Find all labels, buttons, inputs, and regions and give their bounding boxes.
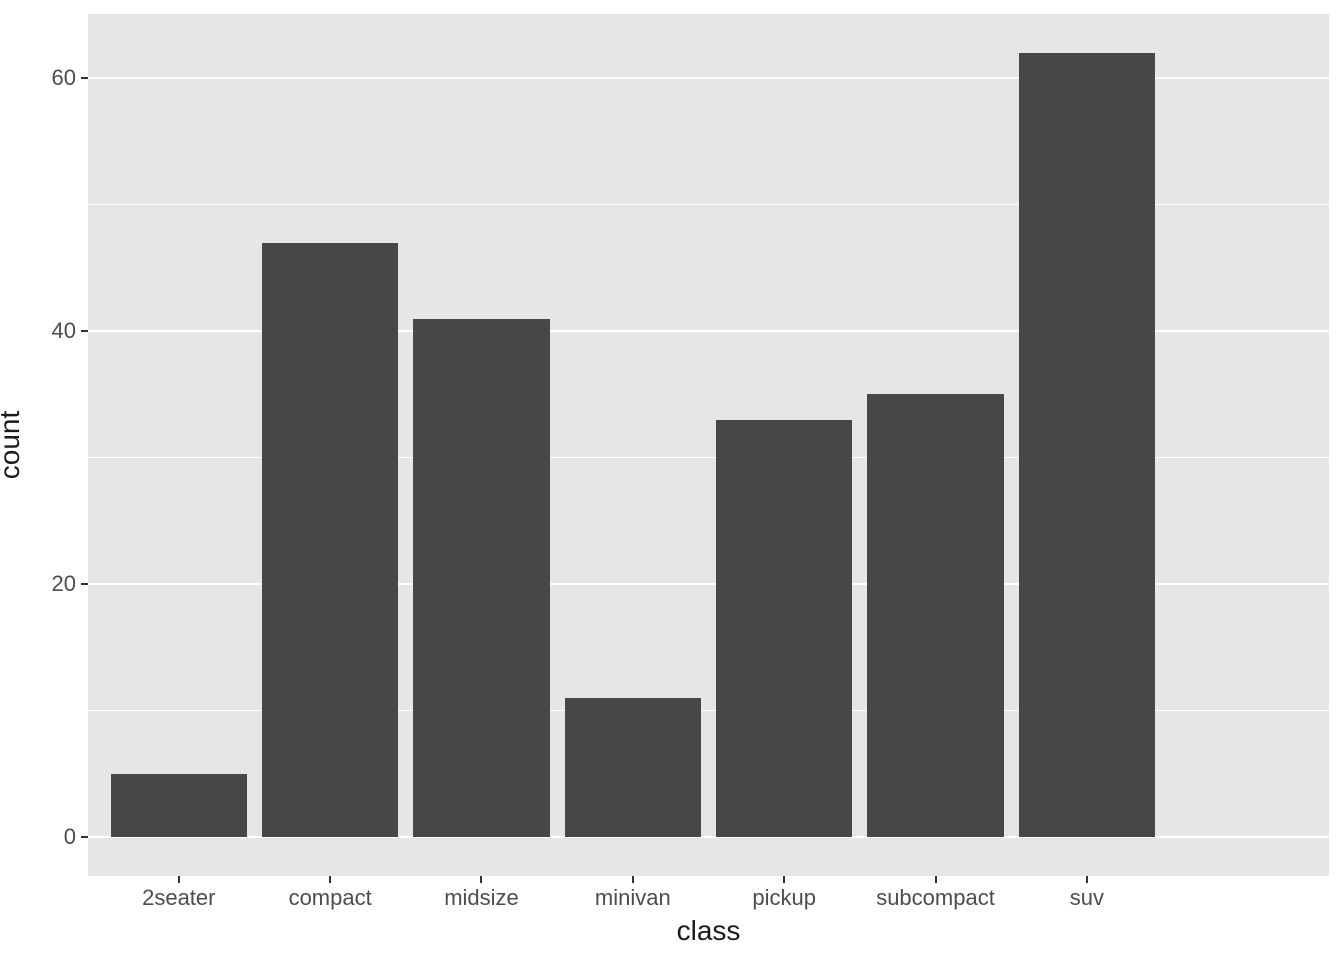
bar-midsize — [413, 318, 550, 837]
x-tick-label-subcompact: subcompact — [876, 885, 995, 910]
x-axis-title: class — [676, 915, 741, 946]
x-tick-mark — [177, 876, 180, 883]
bar-minivan — [564, 697, 701, 837]
x-tick-label-minivan: minivan — [594, 885, 671, 910]
y-axis-title-text: count — [0, 410, 25, 480]
x-tick-mark — [1085, 876, 1088, 883]
x-tick-label-compact: compact — [288, 885, 372, 910]
minor-gridline — [88, 204, 1329, 206]
x-tick-label-2seater: 2seater — [142, 885, 216, 910]
bar-2seater — [110, 773, 247, 837]
y-tick-label: 60 — [51, 65, 76, 91]
major-gridline — [88, 835, 1329, 838]
minor-gridline — [88, 457, 1329, 459]
y-tick-mark — [81, 330, 88, 333]
major-gridline — [88, 77, 1329, 80]
y-tick-mark — [81, 835, 88, 838]
y-tick-label: 20 — [51, 571, 76, 597]
x-tick-mark — [783, 876, 786, 883]
y-tick-mark — [81, 583, 88, 586]
major-gridline — [88, 583, 1329, 586]
x-tick-label-midsize: midsize — [444, 885, 519, 910]
x-tick-label-pickup: pickup — [752, 885, 816, 910]
bar-compact — [262, 242, 399, 837]
x-tick-mark — [631, 876, 634, 883]
x-tick-mark — [934, 876, 937, 883]
bar-subcompact — [867, 394, 1004, 837]
y-tick-mark — [81, 77, 88, 80]
minor-gridline — [88, 709, 1329, 711]
x-tick-mark — [329, 876, 332, 883]
x-tick-label-suv: suv — [1069, 885, 1104, 910]
bar-suv — [1018, 53, 1155, 837]
bar-pickup — [716, 419, 853, 837]
y-tick-label: 0 — [63, 823, 76, 849]
plot-panel — [88, 14, 1329, 876]
y-tick-label: 40 — [51, 318, 76, 344]
major-gridline — [88, 330, 1329, 333]
x-tick-mark — [480, 876, 483, 883]
